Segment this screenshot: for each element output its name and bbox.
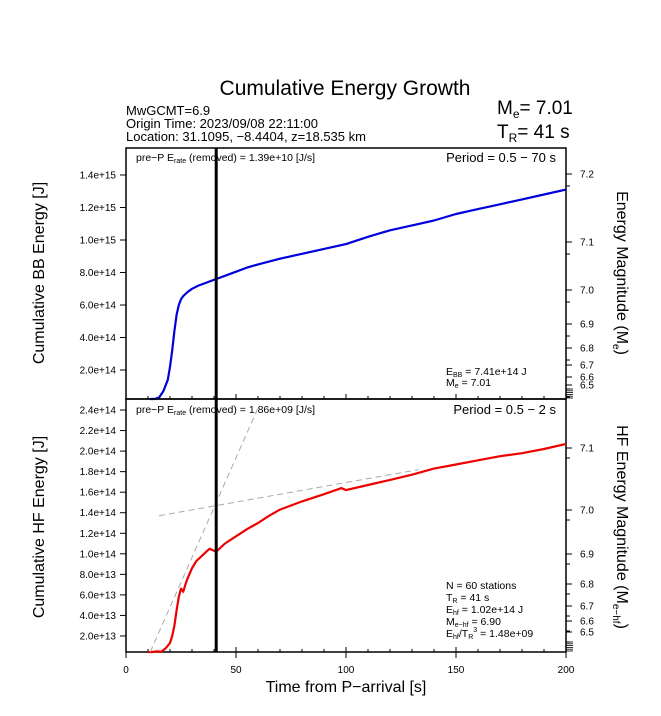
bottom-energy-curve bbox=[148, 442, 567, 654]
top-prep-note: pre−P Erate (removed) = 1.39e+10 [J/s] bbox=[136, 152, 315, 165]
top-ytick-label: 1.4e+15 bbox=[80, 171, 117, 182]
bottom-fit-line bbox=[149, 407, 259, 653]
top-right-ytick-label: 7.0 bbox=[580, 286, 594, 297]
top-y-axis-label: Cumulative BB Energy [J] bbox=[31, 182, 48, 364]
bottom-ytick-label: 6.0e+13 bbox=[80, 590, 117, 601]
bottom-annotation-mehf: Me−hf = 6.90 bbox=[446, 616, 501, 629]
top-ytick-label: 8.0e+14 bbox=[80, 268, 117, 279]
bottom-ytick-label: 2.0e+13 bbox=[80, 631, 117, 642]
xtick-label: 50 bbox=[230, 665, 242, 676]
bottom-right-ytick-label: 7.1 bbox=[580, 444, 594, 455]
xtick-label: 100 bbox=[338, 665, 355, 676]
top-ytick-label: 6.0e+14 bbox=[80, 301, 117, 312]
bottom-right-ytick-label: 6.9 bbox=[580, 550, 594, 561]
bottom-ytick-label: 2.4e+14 bbox=[80, 406, 117, 417]
bottom-fit-line bbox=[158, 469, 419, 517]
bottom-ytick-label: 2.0e+14 bbox=[80, 447, 117, 458]
top-right-ytick-label: 7.1 bbox=[580, 238, 594, 249]
xtick-label: 150 bbox=[448, 665, 465, 676]
bottom-right-ytick-label: 6.6 bbox=[580, 617, 594, 628]
top-ytick-label: 2.0e+14 bbox=[80, 366, 117, 377]
bottom-annotation-tr: TR = 41 s bbox=[446, 592, 489, 605]
chart-marks: 2.0e+14 4.0e+14 6.0e+14 8.0e+14 1.0e+15 1.2e+… bbox=[80, 147, 594, 676]
bottom-ytick-label: 4.0e+13 bbox=[80, 611, 117, 622]
bottom-right-ytick-label: 6.5 bbox=[580, 628, 594, 639]
bottom-ytick-label: 2.2e+14 bbox=[80, 426, 117, 437]
top-right-axis-label: Energy Magnitude (Me) bbox=[610, 191, 630, 355]
header-line-location: Location: 31.1095, −8.4404, z=18.535 km bbox=[126, 129, 366, 144]
chart-title: Cumulative Energy Growth bbox=[220, 77, 471, 100]
hf-energy-panel: pre−P Erate (removed) = 1.86e+09 [J/s] P… bbox=[31, 402, 630, 696]
x-axis-label: Time from P−arrival [s] bbox=[266, 679, 427, 696]
top-right-ytick-label: 6.8 bbox=[580, 344, 594, 355]
top-right-ytick-label: 7.2 bbox=[580, 170, 594, 181]
top-energy-curve bbox=[150, 188, 567, 401]
bottom-annotation-n: N = 60 stations bbox=[446, 580, 516, 592]
top-right-ytick-label: 6.6 bbox=[580, 373, 594, 384]
bottom-ytick-label: 1.4e+14 bbox=[80, 508, 117, 519]
top-annotation-me: Me = 7.01 bbox=[446, 377, 491, 390]
header-line-origin: Origin Time: 2023/09/08 22:11:00 bbox=[126, 116, 318, 131]
summary-tr: TR= 41 s bbox=[497, 122, 570, 145]
top-ytick-label: 1.0e+15 bbox=[80, 236, 117, 247]
bottom-ytick-label: 1.2e+14 bbox=[80, 529, 117, 540]
bottom-right-ytick-label: 6.7 bbox=[580, 602, 594, 613]
bottom-prep-note: pre−P Erate (removed) = 1.86e+09 [J/s] bbox=[136, 404, 315, 417]
bottom-annotation-ehf: Ehf = 1.02e+14 J bbox=[446, 604, 523, 617]
bottom-ytick-label: 1.8e+14 bbox=[80, 467, 117, 478]
top-plot-frame bbox=[125, 147, 567, 400]
header-line-mw: MwGCMT=6.9 bbox=[126, 103, 210, 118]
top-right-ytick-label: 6.7 bbox=[580, 361, 594, 372]
top-ytick-label: 1.2e+15 bbox=[80, 203, 117, 214]
summary-me: Me= 7.01 bbox=[497, 98, 573, 121]
bottom-right-ytick-label: 6.8 bbox=[580, 580, 594, 591]
bottom-ytick-label: 8.0e+13 bbox=[80, 570, 117, 581]
top-period-label: Period = 0.5 − 70 s bbox=[446, 150, 556, 165]
bottom-right-axis-label: HF Energy Magnitude (Me−hf) bbox=[610, 425, 630, 629]
bottom-y-axis-label: Cumulative HF Energy [J] bbox=[31, 436, 48, 618]
bottom-ytick-label: 1.0e+14 bbox=[80, 549, 117, 560]
top-right-ytick-label: 6.5 bbox=[580, 381, 594, 392]
bb-energy-panel: pre−P Erate (removed) = 1.39e+10 [J/s] P… bbox=[31, 150, 630, 390]
bottom-annotation-ratio: Ehf/TR3 = 1.48e+09 bbox=[446, 627, 533, 641]
bottom-ytick-label: 1.6e+14 bbox=[80, 488, 117, 499]
top-annotation-ebb: EBB = 7.41e+14 J bbox=[446, 366, 527, 379]
xtick-label: 200 bbox=[558, 665, 575, 676]
bottom-right-ytick-label: 7.0 bbox=[580, 506, 594, 517]
top-ytick-label: 4.0e+14 bbox=[80, 333, 117, 344]
top-right-ytick-label: 6.9 bbox=[580, 320, 594, 331]
bottom-period-label: Period = 0.5 − 2 s bbox=[453, 402, 556, 417]
xtick-label: 0 bbox=[123, 665, 129, 676]
